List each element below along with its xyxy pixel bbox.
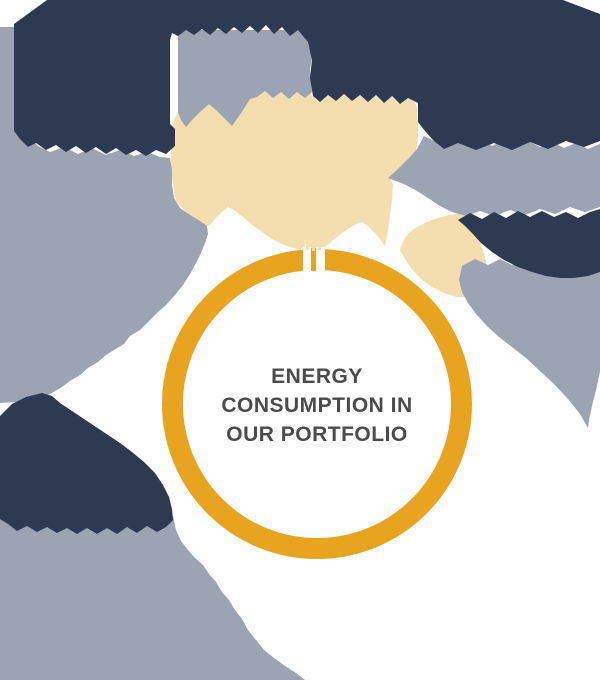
ring-label-line-3: OUR PORTFOLIO bbox=[226, 423, 408, 446]
ring-center-label: ENERGY CONSUMPTION IN OUR PORTFOLIO bbox=[197, 362, 437, 449]
navy-top-blob bbox=[14, 0, 600, 156]
tan-tooth-1 bbox=[306, 240, 309, 250]
ring-gap-right bbox=[316, 247, 325, 274]
navy-bottom-left-blob bbox=[0, 393, 173, 534]
ring-label-line-2: CONSUMPTION IN bbox=[221, 394, 413, 417]
ring-label-line-1: ENERGY bbox=[271, 365, 363, 388]
ring-gap-left bbox=[303, 247, 311, 274]
navy-right-blob bbox=[458, 209, 600, 278]
gray-roof-blob bbox=[178, 30, 313, 127]
gray-right-band bbox=[388, 136, 600, 216]
gray-bottom-left-blob bbox=[0, 516, 305, 680]
gray-left-blob bbox=[0, 27, 208, 403]
tan-tooth-3 bbox=[318, 240, 321, 250]
tan-tooth-2 bbox=[312, 240, 315, 251]
gray-right-bottom-blob bbox=[459, 259, 600, 428]
ring-gap-sliver bbox=[311, 248, 316, 271]
